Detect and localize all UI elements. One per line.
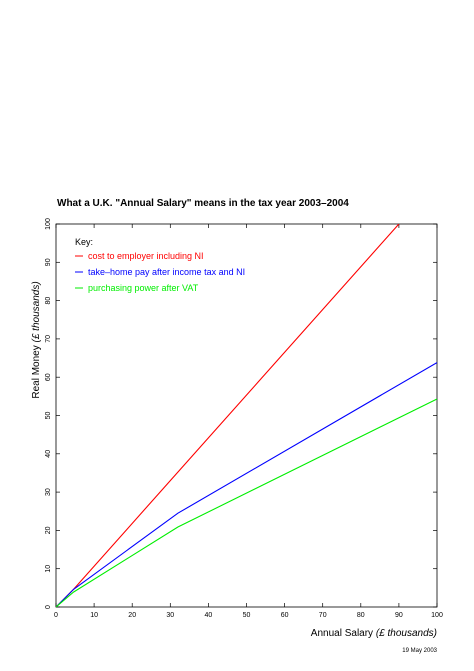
series-line-1	[56, 224, 400, 607]
y-tick-label: 50	[45, 412, 52, 420]
legend-label-1: cost to employer including NI	[88, 251, 204, 261]
x-tick-label: 10	[90, 612, 98, 619]
x-axis-label-text: Annual Salary	[311, 628, 373, 639]
y-tick-label: 0	[45, 605, 52, 609]
y-tick-label: 70	[45, 335, 52, 343]
y-tick-label: 100	[45, 218, 52, 230]
y-axis-label-text: Real Money	[31, 345, 42, 398]
x-axis-label: Annual Salary (£ thousands)	[311, 628, 437, 639]
legend-title: Key:	[75, 237, 93, 247]
y-axis-label-unit: (£ thousands)	[31, 281, 42, 342]
x-tick-label: 60	[281, 612, 289, 619]
plot-frame	[55, 223, 438, 608]
y-tick-label: 90	[45, 258, 52, 266]
x-tick-label: 0	[54, 612, 58, 619]
y-tick-label: 40	[45, 450, 52, 458]
x-axis-label-unit: (£ thousands)	[376, 628, 437, 639]
x-tick-label: 30	[166, 612, 174, 619]
x-tick-label: 20	[128, 612, 136, 619]
y-axis-label: Real Money (£ thousands)	[31, 281, 42, 398]
y-tick-label: 60	[45, 373, 52, 381]
x-tick-label: 50	[243, 612, 251, 619]
y-tick-label: 20	[45, 526, 52, 534]
chart-title: What a U.K. "Annual Salary" means in the…	[57, 198, 349, 209]
y-tick-label: 80	[45, 297, 52, 305]
y-tick-label: 10	[45, 565, 52, 573]
series-line-2	[56, 362, 437, 607]
x-tick-label: 100	[431, 612, 443, 619]
y-tick-label: 30	[45, 488, 52, 496]
series-line-3	[56, 398, 437, 607]
footnote-date: 19 May 2003	[402, 648, 437, 654]
x-tick-label: 80	[357, 612, 365, 619]
legend-label-3: purchasing power after VAT	[88, 283, 199, 293]
legend-label-2: take–home pay after income tax and NI	[88, 267, 245, 277]
x-tick-label: 90	[395, 612, 403, 619]
x-tick-label: 40	[205, 612, 213, 619]
x-tick-label: 70	[319, 612, 327, 619]
